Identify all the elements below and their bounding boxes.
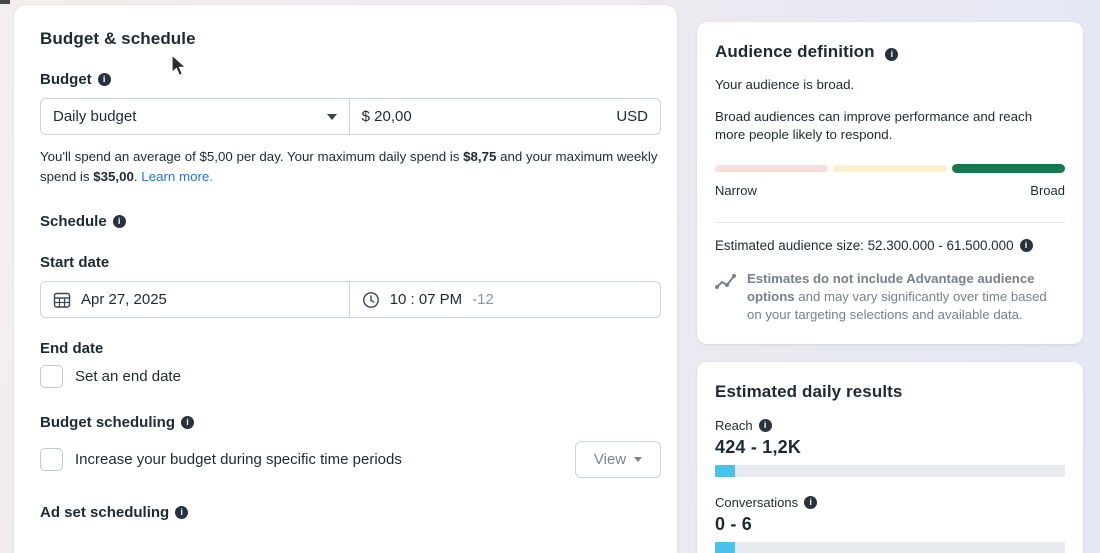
schedule-label-row: Schedule (40, 213, 661, 230)
helper-max-daily: $8,75 (463, 149, 497, 164)
budget-scheduling-checkbox-label: Increase your budget during specific tim… (75, 451, 402, 468)
budget-type-dropdown[interactable]: Daily budget (41, 99, 349, 134)
estimates-note-rest: and may vary significantly over time bas… (747, 289, 1047, 322)
calendar-icon (53, 292, 71, 308)
reach-label-row: Reach (715, 418, 1065, 433)
conversations-label-row: Conversations (715, 495, 1065, 510)
budget-scheduling-row: Increase your budget during specific tim… (40, 441, 661, 478)
estimates-note-bold: Estimates do not include Advantage audie… (747, 271, 1035, 304)
conversations-metric: Conversations 0 - 6 (715, 495, 1065, 553)
start-date-input[interactable]: Apr 27, 2025 (41, 282, 349, 317)
budget-type-value: Daily budget (53, 108, 137, 125)
ad-set-scheduling-label: Ad set scheduling (40, 504, 170, 521)
info-icon[interactable] (181, 416, 194, 429)
audience-breadth-meter (715, 164, 1065, 173)
start-datetime-field: Apr 27, 2025 10 : 07 PM -12 (40, 281, 661, 318)
reach-bar (715, 465, 1065, 477)
helper-part3: . (133, 169, 142, 184)
info-icon[interactable] (1019, 239, 1033, 252)
budget-label: Budget (40, 71, 92, 88)
audience-definition-title: Audience definition (715, 42, 875, 61)
info-icon[interactable] (804, 496, 818, 509)
meter-label-narrow: Narrow (715, 183, 757, 198)
audience-status-text: Your audience is broad. (715, 77, 855, 92)
budget-scheduling-label-row: Budget scheduling (40, 414, 661, 431)
budget-scheduling-checkbox[interactable] (40, 448, 63, 471)
budget-field: Daily budget $ 20,00 USD (40, 98, 661, 135)
clock-icon (362, 291, 379, 308)
meter-label-broad: Broad (1030, 183, 1065, 198)
audience-definition-title-row: Audience definition (715, 42, 1065, 62)
helper-part1: You'll spend an average of $5,00 per day… (40, 149, 464, 164)
end-date-checkbox-row: Set an end date (40, 365, 661, 388)
reach-metric: Reach 424 - 1,2K (715, 418, 1065, 477)
info-icon[interactable] (175, 506, 189, 519)
budget-helper-text: You'll spend an average of $5,00 per day… (40, 147, 661, 187)
meter-segment-medium (833, 165, 947, 172)
info-icon[interactable] (758, 419, 772, 432)
chevron-down-icon (634, 457, 643, 462)
estimates-note: Estimates do not include Advantage audie… (715, 270, 1065, 324)
window-edge-fragment (0, 0, 10, 4)
reach-bar-fill (715, 465, 736, 477)
budget-scheduling-label: Budget scheduling (40, 414, 175, 431)
estimated-audience-size-text: Estimated audience size: 52.300.000 - 61… (715, 238, 1014, 253)
reach-value: 424 - 1,2K (715, 437, 802, 457)
budget-schedule-section: Budget & schedule Budget Daily budget $ … (14, 5, 677, 553)
budget-label-row: Budget (40, 71, 661, 88)
learn-more-link[interactable]: Learn more. (141, 169, 213, 184)
start-date-label: Start date (40, 254, 110, 271)
conversations-label: Conversations (715, 495, 799, 510)
info-icon[interactable] (112, 215, 126, 228)
meter-labels: Narrow Broad (715, 183, 1065, 198)
right-sidebar: Audience definition Your audience is bro… (697, 22, 1083, 553)
conversations-value: 0 - 6 (715, 514, 753, 534)
start-date-value: Apr 27, 2025 (81, 291, 167, 308)
estimated-daily-results-card: Estimated daily results Reach 424 - 1,2K… (697, 362, 1083, 553)
end-date-checkbox-label: Set an end date (75, 368, 181, 385)
chevron-down-icon (326, 113, 337, 120)
view-button[interactable]: View (575, 441, 661, 478)
meter-segment-broad (951, 164, 1065, 173)
divider (715, 222, 1065, 223)
meter-segment-narrow (715, 165, 829, 172)
reach-label: Reach (715, 418, 753, 433)
schedule-label: Schedule (40, 213, 107, 230)
end-date-label: End date (40, 340, 104, 357)
helper-max-weekly: $35,00 (93, 169, 134, 184)
start-time-value: 10 : 07 PM (389, 291, 463, 308)
budget-amount-value: $ 20,00 (361, 108, 412, 125)
estimates-note-text: Estimates do not include Advantage audie… (747, 270, 1065, 324)
trend-chart-icon (715, 274, 736, 289)
estimated-daily-results-title: Estimated daily results (715, 382, 903, 401)
budget-schedule-title: Budget & schedule (40, 29, 196, 48)
info-icon[interactable] (885, 48, 899, 61)
info-icon[interactable] (97, 73, 111, 86)
conversations-bar (715, 542, 1065, 553)
audience-definition-card: Audience definition Your audience is bro… (697, 22, 1083, 344)
end-date-checkbox[interactable] (40, 365, 63, 388)
estimated-audience-size-row: Estimated audience size: 52.300.000 - 61… (715, 238, 1065, 253)
currency-code: USD (616, 108, 648, 125)
audience-description-text: Broad audiences can improve performance … (715, 109, 1033, 142)
conversations-bar-fill (715, 542, 736, 553)
view-button-label: View (593, 451, 627, 468)
ad-set-scheduling-label-row: Ad set scheduling (40, 504, 661, 521)
start-time-input[interactable]: 10 : 07 PM -12 (348, 282, 660, 317)
helper-part2: and your maximum weekly spend is (40, 149, 658, 184)
budget-amount-input[interactable]: $ 20,00 USD (348, 99, 660, 134)
timezone-offset: -12 (472, 291, 494, 308)
